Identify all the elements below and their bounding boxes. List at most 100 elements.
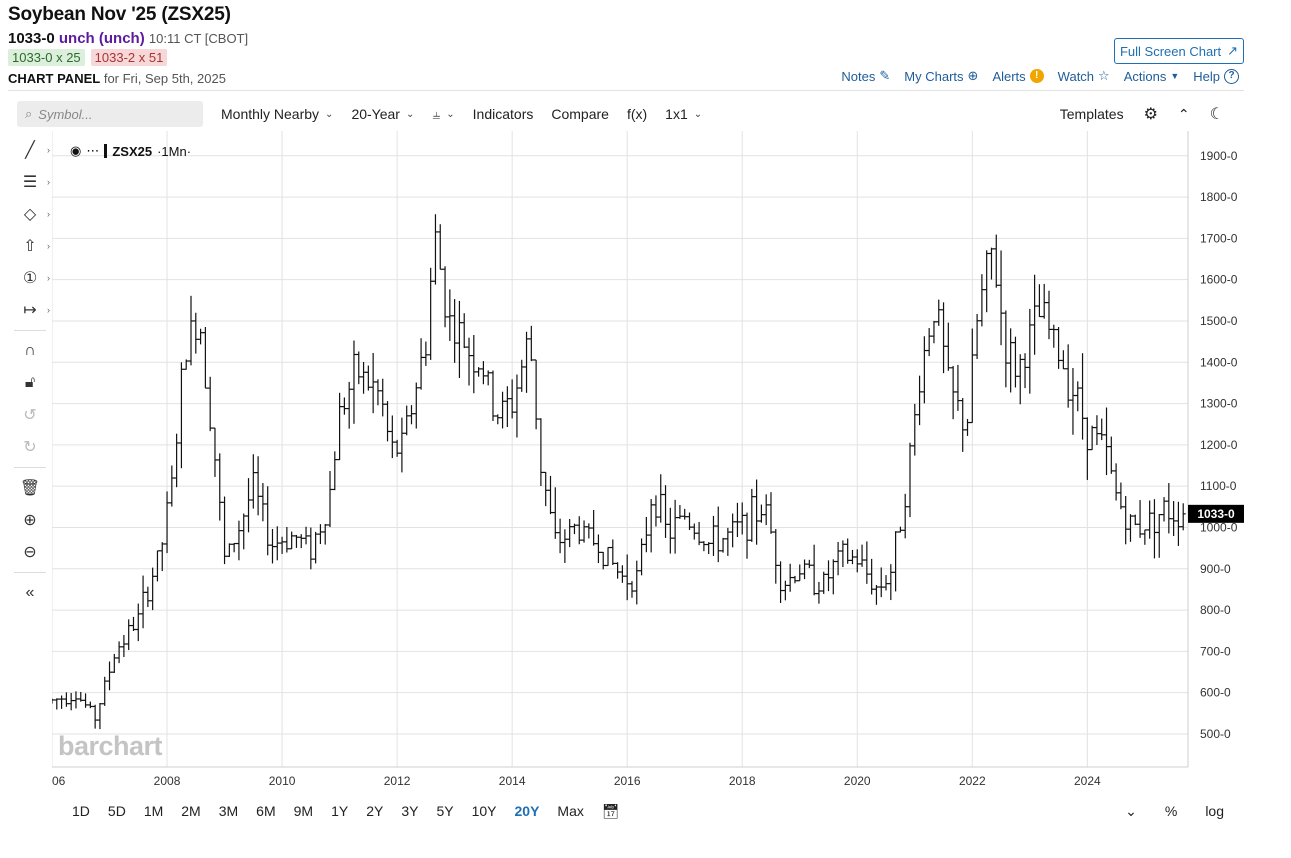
range-20y[interactable]: 20Y: [514, 803, 540, 819]
undo-button[interactable]: ↺: [8, 399, 52, 431]
chart-area[interactable]: 500-0 600-0 700-0 800-0 900-0 1000-0 1100-0 120…: [52, 131, 1244, 791]
range-5y[interactable]: 5Y: [436, 803, 454, 819]
y-tick-label: 800-0: [1200, 603, 1231, 617]
indicators-button[interactable]: Indicators: [473, 106, 534, 122]
y-tick-label: 1500-0: [1200, 314, 1238, 328]
actions-menu[interactable]: Actions ▼: [1124, 69, 1180, 84]
delete-drawings-button[interactable]: 🗑︎: [8, 472, 52, 504]
collapse-toolbar-button[interactable]: «: [8, 577, 52, 609]
indicators-label: Indicators: [472, 106, 534, 122]
x-tick-label: 2022: [959, 774, 986, 788]
full-screen-label: Full Screen Chart: [1119, 43, 1222, 59]
bid-ask: 1033-0 x 25 1033-2 x 51: [8, 49, 608, 66]
range-max[interactable]: Max: [557, 803, 584, 819]
range-6m[interactable]: 6M: [256, 803, 276, 819]
range-10y[interactable]: 10Y: [471, 803, 497, 819]
price-chart[interactable]: 500-0 600-0 700-0 800-0 900-0 1000-0 1100-0 120…: [52, 131, 1244, 791]
panel-date: for Fri, Sep 5th, 2025: [103, 71, 226, 86]
double-chevron-down-icon[interactable]: ⌄: [1125, 802, 1137, 819]
zoom-out-button[interactable]: ⊖: [8, 536, 52, 568]
notes-link[interactable]: Notes ✎: [841, 68, 890, 84]
range-1m[interactable]: 1M: [143, 803, 164, 819]
quote-header: Soybean Nov '25 (ZSX25) 1033-0 unch (unc…: [8, 4, 608, 86]
log-toggle[interactable]: log: [1205, 803, 1224, 819]
range-5d[interactable]: 5D: [107, 803, 126, 819]
layout-label: 1x1: [665, 106, 688, 122]
collapse-up-icon[interactable]: ⌃: [1177, 105, 1190, 122]
y-tick-label: 1600-0: [1200, 273, 1238, 287]
bottom-right-controls: ⌄ % log: [1125, 796, 1224, 826]
more-icon[interactable]: ⋯: [86, 143, 100, 158]
y-tick-label: 500-0: [1200, 727, 1231, 741]
function-label: f(x): [626, 106, 648, 122]
y-tick-label: 1000-0: [1200, 520, 1238, 534]
notes-label: Notes: [841, 68, 876, 84]
chevron-right-icon: ›: [47, 241, 50, 251]
tool-separator: [14, 467, 46, 468]
lock-tool[interactable]: 🔓︎: [8, 367, 52, 399]
y-tick-label: 1400-0: [1200, 355, 1238, 369]
range-2y[interactable]: 2Y: [366, 803, 384, 819]
fib-tool[interactable]: ☰ ›: [8, 166, 52, 198]
legend-interval: ·1Mn·: [157, 143, 192, 159]
annotation-tool[interactable]: ① ›: [8, 262, 52, 294]
range-9m[interactable]: 9M: [293, 803, 314, 819]
y-tick-label: 1100-0: [1200, 479, 1237, 493]
zoom-in-button[interactable]: ⊕: [8, 504, 52, 536]
zoom-out-icon: ⊖: [23, 544, 37, 561]
trash-icon: 🗑︎: [19, 480, 41, 497]
range-1d[interactable]: 1D: [72, 803, 90, 819]
full-screen-chart-button[interactable]: Full Screen Chart ↗: [1114, 38, 1244, 64]
redo-button[interactable]: ↻: [8, 431, 52, 463]
bar-type-dropdown[interactable]: ⫨ ⌄: [432, 106, 454, 123]
chevron-right-icon: ›: [47, 273, 50, 283]
legend-color-bar: [104, 144, 108, 158]
chart-panel-label: CHART PANEL for Fri, Sep 5th, 2025: [8, 71, 608, 86]
chevron-right-icon: ›: [47, 177, 50, 187]
quote-line: 1033-0 unch (unch) 10:11 CT [CBOT]: [8, 30, 608, 47]
y-tick-label: 700-0: [1200, 644, 1231, 658]
page-title: Soybean Nov '25 (ZSX25): [8, 4, 231, 25]
magnet-tool[interactable]: ∩: [8, 335, 52, 367]
range-3y[interactable]: 3Y: [401, 803, 419, 819]
y-tick-label: 1300-0: [1200, 397, 1238, 411]
layout-dropdown[interactable]: 1x1 ⌄: [665, 106, 702, 122]
function-button[interactable]: f(x): [627, 106, 647, 122]
watch-label: Watch: [1057, 68, 1095, 84]
calendar-icon[interactable]: 📅︎: [601, 802, 620, 819]
range-buttons: 1D 5D 1M 2M 3M 6M 9M 1Y 2Y 3Y 5Y 10Y 20Y Max: [52, 803, 584, 819]
symbol-search-input[interactable]: ⌕ Symbol...: [17, 101, 203, 127]
my-charts-link[interactable]: My Charts ⊕: [904, 68, 978, 84]
redo-icon: ↻: [23, 439, 37, 456]
eye-icon[interactable]: ◉: [70, 143, 82, 158]
templates-button[interactable]: Templates: [1059, 106, 1124, 122]
range-1y[interactable]: 1Y: [331, 803, 349, 819]
barchart-watermark: barchart: [58, 731, 163, 761]
last-price: 1033-0: [8, 30, 55, 47]
y-tick-label: 1800-0: [1200, 190, 1238, 204]
help-label: Help: [1193, 68, 1220, 84]
chevron-right-icon: ›: [47, 209, 50, 219]
divider: [8, 90, 1244, 91]
chevron-down-icon: ⌄: [446, 108, 455, 120]
period-label: Monthly Nearby: [221, 106, 320, 122]
range-3m[interactable]: 3M: [218, 803, 239, 819]
period-dropdown[interactable]: Monthly Nearby ⌄: [221, 106, 333, 122]
trendline-tool[interactable]: ╱ ›: [8, 134, 52, 166]
help-link[interactable]: Help?: [1193, 68, 1239, 84]
moon-icon[interactable]: ☾: [1209, 106, 1224, 123]
zoom-in-icon: ⊕: [23, 512, 37, 529]
compare-button[interactable]: Compare: [551, 106, 609, 122]
watch-link[interactable]: Watch ☆: [1058, 68, 1110, 84]
shape-tool[interactable]: ◇ ›: [8, 198, 52, 230]
gear-icon[interactable]: ⚙: [1143, 106, 1158, 123]
x-tick-label: 2020: [844, 774, 871, 788]
alerts-link[interactable]: Alerts!: [992, 69, 1044, 84]
x-tick-label: 2008: [154, 774, 181, 788]
percent-toggle[interactable]: %: [1164, 803, 1178, 819]
measure-tool[interactable]: ↦ ›: [8, 294, 52, 326]
range-dropdown[interactable]: 20-Year ⌄: [351, 106, 414, 122]
y-tick-label: 600-0: [1200, 686, 1231, 700]
arrow-tool[interactable]: ⇧ ›: [8, 230, 52, 262]
range-2m[interactable]: 2M: [181, 803, 201, 819]
